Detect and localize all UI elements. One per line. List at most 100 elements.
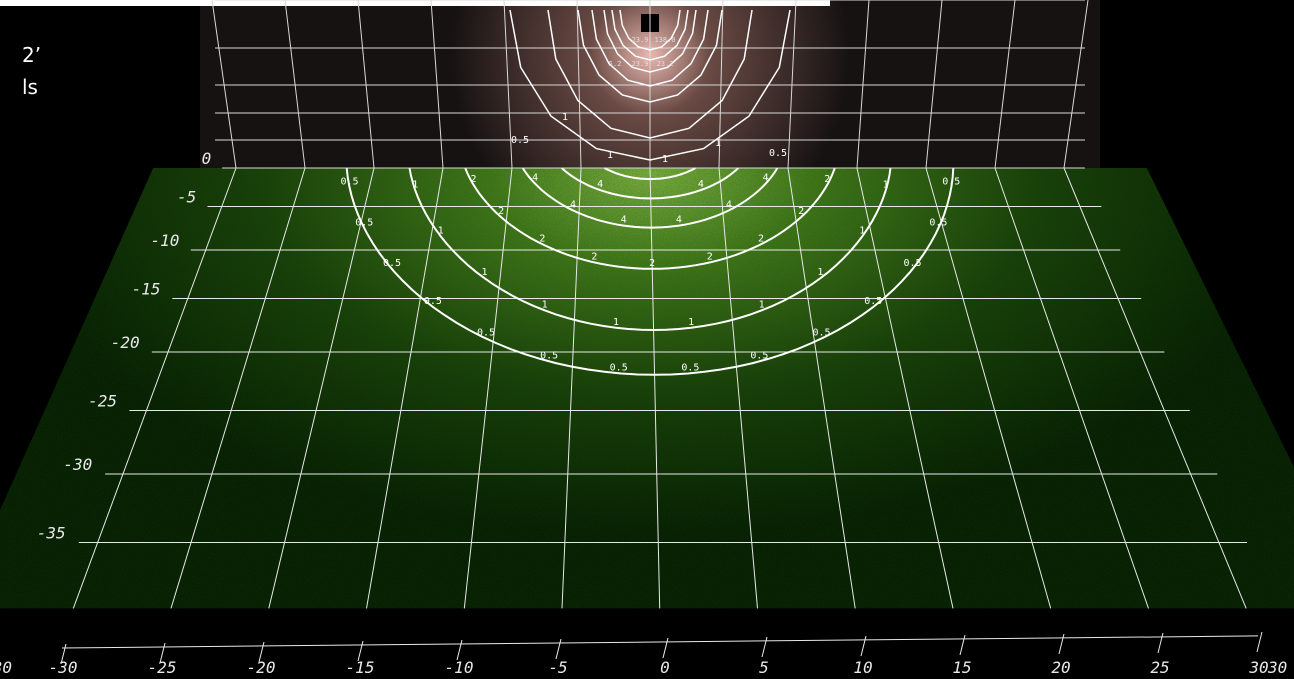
isoline-label: 1	[412, 180, 418, 191]
x-axis-label: 5	[759, 658, 769, 677]
wall-isoline	[611, 9, 689, 61]
wall-isoline	[591, 9, 709, 87]
isoline	[345, 167, 955, 376]
isoline-label: 0.5	[864, 296, 882, 307]
isoline-label: 0.5	[903, 258, 921, 269]
x-axis-label: 15	[952, 658, 971, 677]
wall-isoline-label: 1	[607, 150, 613, 161]
y-axis-label: -5	[177, 188, 196, 207]
x-tick	[959, 634, 966, 656]
isoline-label: 4	[676, 215, 682, 226]
x-tick	[555, 638, 562, 660]
x-axis-label: 25	[1150, 658, 1169, 677]
isoline-label: 2	[758, 233, 764, 244]
wall-isoline-label: 1	[562, 112, 568, 123]
isoline-label: 2	[707, 251, 713, 262]
x-axis-label: 30	[1248, 658, 1268, 677]
y-axis-label: -25	[88, 392, 117, 411]
isoline	[408, 167, 892, 332]
x-axis-label: -20	[247, 658, 276, 677]
isoline	[464, 167, 836, 270]
isoline-label: 0.5	[424, 296, 442, 307]
isoline-label: 2	[591, 251, 597, 262]
wall-isoline	[509, 9, 791, 161]
wall-grid-line	[787, 0, 797, 169]
x-tick	[60, 643, 67, 665]
wall-isoline-label: 23.9	[632, 36, 649, 44]
isoline-label: 2	[498, 206, 504, 217]
wall-isoline	[547, 9, 753, 139]
isoline-label: 2	[824, 174, 830, 185]
isoline-label: 2	[539, 233, 545, 244]
isoline-label: 0.5	[942, 177, 960, 188]
grid-line	[268, 167, 375, 609]
x-axis-label: -30	[49, 658, 78, 677]
wall-isoline	[577, 9, 723, 103]
isoline-label: 1	[688, 317, 694, 328]
grid-line	[1063, 167, 1247, 609]
x-tick	[860, 635, 867, 657]
isoline-label: 0.5	[929, 217, 947, 228]
isoline-label: 4	[532, 173, 538, 184]
x-axis-label: 20	[1051, 658, 1070, 677]
isoline-label: 2	[470, 174, 476, 185]
wall-grid-line	[718, 0, 724, 169]
y-axis-label: -15	[132, 280, 161, 299]
isoline-label: 4	[597, 179, 603, 190]
caption-line: 2’	[22, 43, 41, 67]
isoline-label: 1	[859, 225, 865, 236]
isoline-label: 1	[883, 180, 889, 191]
x-tick	[159, 642, 166, 664]
wall-grid-line	[1063, 0, 1089, 169]
isoline-label: 0.5	[681, 362, 699, 373]
wall-grid-line	[430, 0, 444, 169]
caption-line: ls	[22, 75, 38, 99]
wall-grid-line	[211, 0, 237, 169]
floor-texture	[0, 168, 1294, 609]
x-tick	[1256, 631, 1263, 653]
isoline-label: 1	[542, 299, 548, 310]
floor: 0.5 0.5 0.5 0.5 0.5 0.5 0.5 0.5 0.5 0.5 0.5 0.5 0.5 0…	[0, 167, 1294, 609]
x-axis-label-cropped: 30	[1267, 658, 1287, 677]
wall-grid-line	[576, 0, 582, 169]
isoline-label: 1	[438, 225, 444, 236]
wall-grid-line	[994, 0, 1016, 169]
isoline	[521, 167, 779, 229]
y-axis-label: -20	[111, 333, 140, 352]
wall-grid-line	[503, 0, 513, 169]
isoline-label: 4	[570, 199, 576, 210]
x-axis-baseline	[61, 635, 1259, 649]
x-tick	[1058, 633, 1065, 655]
isoline-label: 4	[726, 199, 732, 210]
isoline-label: 0.5	[812, 328, 830, 339]
top-bar	[0, 0, 830, 6]
isoline	[604, 167, 697, 180]
grid-line	[366, 167, 444, 609]
wall-isoline	[603, 9, 697, 73]
isoline-label: 0.5	[477, 328, 495, 339]
grid-line	[856, 167, 954, 609]
wall-grid: 0.5 1 1 1 1 0.5 5.2 23.9 23.2 23.9 138.0	[211, 0, 1089, 169]
isoline-label: 0.5	[610, 362, 628, 373]
wall-isoline-label: 5.2	[609, 60, 622, 68]
x-axis-label: 10	[853, 658, 872, 677]
wall-grid-line	[856, 0, 870, 169]
wall-grid-line	[357, 0, 375, 169]
isoline-label: 4	[763, 173, 769, 184]
grid-line	[649, 167, 661, 609]
isoline-label: 0.5	[750, 350, 768, 361]
grid-line	[994, 167, 1149, 609]
grid-line	[787, 167, 856, 609]
x-tick	[662, 637, 669, 659]
x-tick	[357, 640, 364, 662]
y-axis-label: -35	[37, 524, 66, 543]
x-tick	[456, 639, 463, 661]
isoline-label: 4	[621, 215, 627, 226]
isoline-label: 4	[698, 179, 704, 190]
isoline-label: 0.5	[540, 350, 558, 361]
wall-isoline-label: 0.5	[511, 135, 529, 146]
isoline-label: 2	[798, 206, 804, 217]
x-axis-label: -10	[445, 658, 474, 677]
isoline-label: 0.5	[355, 217, 373, 228]
